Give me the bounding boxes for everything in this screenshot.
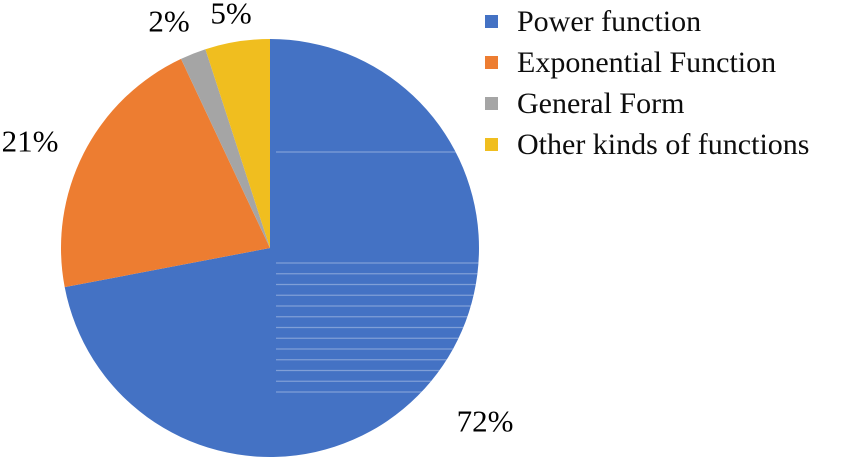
legend-label-other-functions: Other kinds of functions — [517, 127, 810, 161]
gridline-artifacts — [276, 151, 479, 393]
legend-label-power-function: Power function — [517, 4, 702, 38]
pie-slice-other-kinds-of-functions — [205, 39, 270, 248]
legend-swatch-other-functions — [485, 138, 498, 151]
legend: Power function Exponential Function Gene… — [485, 1, 809, 165]
legend-swatch-exponential-function — [485, 56, 498, 69]
legend-item-power-function: Power function — [485, 1, 809, 42]
legend-item-general-form: General Form — [485, 83, 809, 124]
legend-label-exponential-function: Exponential Function — [517, 45, 777, 79]
pie-slice-general-form — [181, 49, 270, 249]
slice-label-other-functions: 5% — [210, 0, 252, 31]
slice-label-power-function: 72% — [456, 403, 514, 439]
legend-swatch-general-form — [485, 97, 498, 110]
legend-label-general-form: General Form — [517, 86, 685, 120]
legend-item-exponential-function: Exponential Function — [485, 42, 809, 83]
pie-slices — [60, 39, 479, 458]
slice-label-general-form: 2% — [148, 3, 190, 39]
pie-slice-power-function — [64, 39, 479, 458]
slice-label-exponential-function: 21% — [1, 123, 59, 159]
legend-swatch-power-function — [485, 15, 498, 28]
pie-slice-exponential-function — [60, 58, 270, 288]
legend-item-other-functions: Other kinds of functions — [485, 124, 809, 165]
